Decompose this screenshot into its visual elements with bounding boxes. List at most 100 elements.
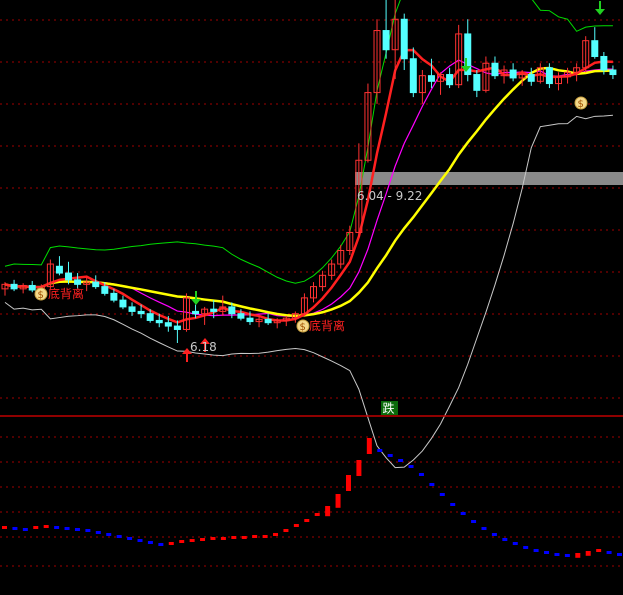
candle-body (300, 297, 308, 315)
candle-body (65, 272, 73, 281)
candle-body (201, 308, 209, 315)
candle-body (518, 74, 526, 79)
indicator-dot (345, 475, 351, 491)
candle-body (46, 263, 54, 288)
divergence-label-2: 底背离 (309, 318, 345, 333)
indicator-dot (512, 542, 518, 545)
indicator-dot (617, 553, 622, 556)
candle-body (337, 250, 345, 265)
indicator-dot (575, 553, 581, 558)
candle-body (437, 74, 445, 82)
candle-body (137, 310, 145, 315)
indicator-dot (366, 438, 372, 454)
candle-body (536, 67, 544, 82)
candle-body (246, 317, 254, 323)
candle-body (119, 299, 127, 308)
candle-body (446, 74, 454, 86)
candle-body (282, 317, 290, 321)
candle-body (400, 18, 408, 60)
money-bag-symbol: $ (38, 290, 44, 301)
candle-body (364, 92, 372, 161)
indicator-dot (158, 543, 164, 546)
candle-body (382, 30, 390, 51)
indicator-dot (377, 449, 383, 452)
indicator-dot (418, 473, 424, 476)
indicator-dot (387, 454, 393, 457)
candle-body (582, 40, 590, 69)
down-arrow-icon (595, 1, 605, 15)
candle-body (545, 67, 553, 85)
candle-body (328, 263, 336, 276)
indicator-dot (262, 535, 268, 538)
signal-badge (381, 401, 398, 415)
candle-body (427, 75, 435, 82)
candle-body (455, 33, 463, 86)
grid (0, 19, 623, 567)
candle-body (155, 319, 163, 324)
indicator-dot (471, 520, 477, 523)
candle-body (473, 74, 481, 91)
indicator-dot (220, 537, 226, 540)
up-arrow-icon (182, 348, 192, 362)
down-arrow-icon (191, 291, 201, 305)
indicator-dot (502, 538, 508, 541)
candle-body (310, 286, 317, 299)
indicator-dot (356, 460, 362, 476)
candle-body (346, 231, 354, 252)
indicator-dot (439, 493, 445, 496)
indicator-dot (200, 538, 206, 541)
indicator-dot (596, 549, 602, 552)
candle-body (418, 75, 426, 94)
indicator-dot (241, 536, 247, 539)
indicator-dot (189, 539, 195, 542)
candle-body (491, 62, 499, 77)
candle-body (609, 69, 617, 76)
indicator-dot (168, 542, 174, 545)
candle-body (391, 18, 399, 51)
indicator-dot (147, 541, 153, 544)
indicator-dot (74, 528, 80, 531)
down-arrow-icon (461, 58, 471, 72)
candle-body (173, 325, 181, 330)
indicator-dot (544, 551, 550, 554)
candle-body (83, 281, 91, 285)
candle-body (573, 67, 581, 73)
divergence-label-1: 底背离 (48, 286, 84, 301)
candle-body (264, 318, 272, 324)
indicator-dot (533, 549, 539, 552)
indicator-dot (273, 533, 279, 536)
indicator-dot (43, 525, 49, 528)
candle-body (554, 76, 562, 85)
candle-body (164, 322, 172, 327)
indicator-dot (95, 531, 101, 534)
candle-body (110, 292, 118, 301)
candle-body (228, 306, 236, 315)
indicator-dot (252, 535, 258, 538)
candle-body (464, 33, 472, 76)
candle-body (1, 283, 9, 290)
indicator-dot (429, 483, 435, 486)
money-bag-icon (574, 96, 588, 110)
indicator-dot (64, 527, 70, 530)
indicator-dot (85, 529, 91, 532)
indicator-dot (335, 494, 341, 508)
indicator-dot (2, 526, 7, 529)
candle-body (319, 274, 327, 288)
low-price-label: 6.18 (190, 340, 217, 354)
markers: $ $ $ (34, 1, 605, 362)
indicator-dot (127, 537, 133, 540)
candle-body (591, 40, 599, 57)
indicator-dot (293, 524, 299, 527)
candle-body (55, 265, 63, 274)
candle-body (182, 297, 190, 330)
candle-body (128, 306, 136, 312)
price-range-bar (355, 172, 623, 185)
candle-body (291, 313, 299, 319)
money-bag-symbol: $ (578, 99, 584, 110)
candle-body (28, 284, 36, 291)
candle-body (355, 159, 363, 233)
candle-body (101, 286, 109, 294)
indicator-dot (585, 551, 591, 556)
indicator-dot (523, 546, 529, 549)
